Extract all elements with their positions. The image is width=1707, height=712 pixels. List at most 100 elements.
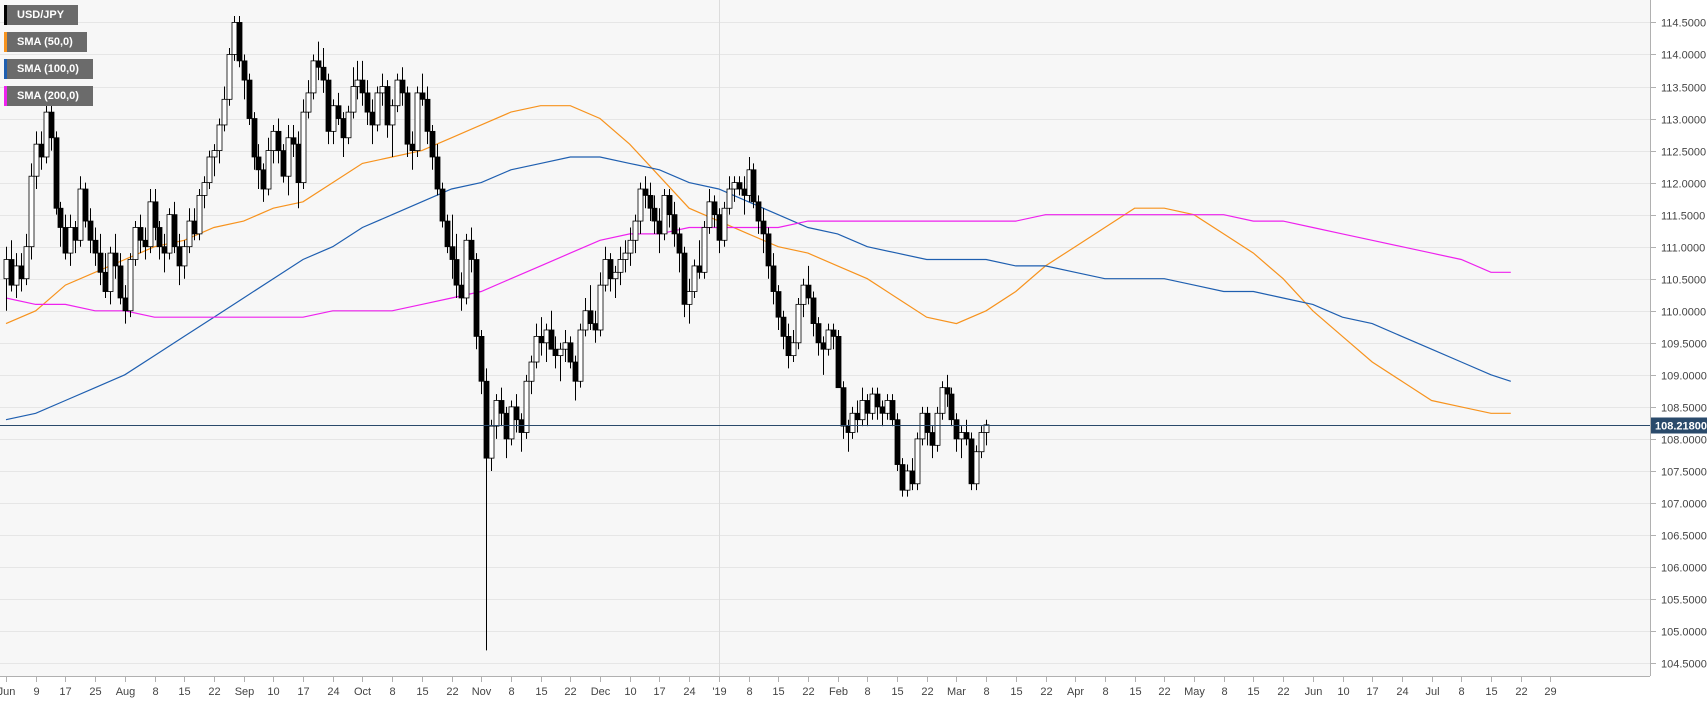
x-tick-label: 8 xyxy=(1102,686,1108,698)
y-tick-label: 106.0000 xyxy=(1661,563,1707,575)
candle-up xyxy=(67,227,74,254)
candle-down xyxy=(364,92,371,113)
candle-down xyxy=(647,195,654,209)
candle-up xyxy=(354,79,361,87)
candle-up xyxy=(414,92,421,151)
candle-down xyxy=(760,220,767,235)
legend-label: USD/JPY xyxy=(17,9,65,21)
candle-down xyxy=(449,246,456,260)
candle-up xyxy=(637,188,644,222)
candle-down xyxy=(112,252,119,267)
x-tick-label: 22 xyxy=(564,686,576,698)
candle-down xyxy=(48,111,55,139)
candle-down xyxy=(765,233,772,267)
candle-down xyxy=(775,291,782,318)
candle-down xyxy=(137,227,144,241)
candle-up xyxy=(543,329,550,344)
candle-down xyxy=(409,143,416,151)
candle-up xyxy=(800,284,807,305)
candle-down xyxy=(780,316,787,337)
candle-up xyxy=(330,105,337,132)
candle-up xyxy=(557,348,564,357)
candle-down xyxy=(681,252,688,305)
candle-up xyxy=(127,259,134,312)
y-tick-label: 109.5000 xyxy=(1661,339,1707,351)
y-tick-label: 114.5000 xyxy=(1661,18,1706,30)
candle-down xyxy=(592,323,599,331)
candle-down xyxy=(483,380,490,459)
y-tick-label: 107.5000 xyxy=(1661,467,1707,479)
candle-up xyxy=(622,252,629,260)
x-tick-label: Oct xyxy=(354,686,371,698)
x-tick-label: 15 xyxy=(772,686,784,698)
x-tick-label: 8 xyxy=(983,686,989,698)
x-tick-label: Feb xyxy=(829,686,848,698)
legend-label: SMA (100,0) xyxy=(17,63,79,75)
plot-area xyxy=(0,0,1650,676)
y-tick-label: 108.5000 xyxy=(1661,403,1707,415)
candle-down xyxy=(122,297,129,312)
candle-down xyxy=(835,335,842,389)
legend: USD/JPY SMA (50,0) SMA (100,0) SMA (200,… xyxy=(4,5,93,113)
candle-up xyxy=(686,291,693,305)
x-tick-label: 22 xyxy=(1040,686,1052,698)
candle-up xyxy=(904,470,911,491)
candle-down xyxy=(359,79,366,94)
legend-swatch xyxy=(4,5,7,25)
x-tick-label: 15 xyxy=(178,686,190,698)
x-tick-label: 15 xyxy=(535,686,547,698)
current-price-badge xyxy=(1651,417,1707,434)
x-tick-label: 15 xyxy=(1010,686,1022,698)
candle-down xyxy=(156,227,163,248)
candle-up xyxy=(939,387,946,414)
legend-item-sma-200: SMA (200,0) xyxy=(4,86,93,106)
x-tick-label: 17 xyxy=(1366,686,1378,698)
candle-up xyxy=(147,201,154,248)
candle-down xyxy=(948,393,955,421)
y-tick-label: 110.0000 xyxy=(1661,307,1706,319)
x-tick-label: 8 xyxy=(1221,686,1227,698)
candle-down xyxy=(716,214,723,241)
y-tick-label: 110.5000 xyxy=(1661,275,1706,287)
candle-down xyxy=(840,387,847,427)
candle-up xyxy=(617,259,624,273)
x-tick-label: 25 xyxy=(89,686,101,698)
candle-down xyxy=(785,335,792,357)
candle-up xyxy=(627,239,634,254)
x-tick-label: 22 xyxy=(1515,686,1527,698)
candle-down xyxy=(335,105,342,119)
candle-down xyxy=(666,195,673,216)
x-tick-label: 24 xyxy=(1396,686,1408,698)
legend-label: SMA (50,0) xyxy=(17,36,73,48)
candle-down xyxy=(340,118,347,139)
candle-up xyxy=(508,406,515,440)
candle-down xyxy=(805,284,812,299)
candle-down xyxy=(741,188,748,196)
candle-down xyxy=(572,361,579,382)
candle-down xyxy=(241,60,248,81)
y-axis: 104.5000 105.0000 105.5000 106.0000 106.5000… xyxy=(1650,0,1707,676)
candle-down xyxy=(92,239,99,254)
candle-down xyxy=(879,406,886,414)
legend-item-usdjpy: USD/JPY xyxy=(4,5,79,25)
candle-down xyxy=(57,207,64,228)
candle-down xyxy=(53,137,60,209)
candle-up xyxy=(270,130,277,151)
candle-down xyxy=(696,265,703,273)
candle-down xyxy=(8,259,15,286)
y-tick-label: 113.0000 xyxy=(1661,115,1706,127)
x-tick-label: 8 xyxy=(746,686,752,698)
candle-down xyxy=(404,92,411,145)
candle-down xyxy=(251,118,258,158)
candle-up xyxy=(166,214,173,254)
candle-down xyxy=(161,246,168,254)
x-tick-label: 22 xyxy=(1277,686,1289,698)
candle-up xyxy=(77,188,84,241)
candle-down xyxy=(513,406,520,421)
x-tick-label: 29 xyxy=(1544,686,1556,698)
candle-down xyxy=(236,22,243,62)
y-tick-label: 111.5000 xyxy=(1661,211,1705,223)
candle-down xyxy=(924,412,931,433)
candle-up xyxy=(790,342,797,357)
candle-down xyxy=(246,79,253,119)
